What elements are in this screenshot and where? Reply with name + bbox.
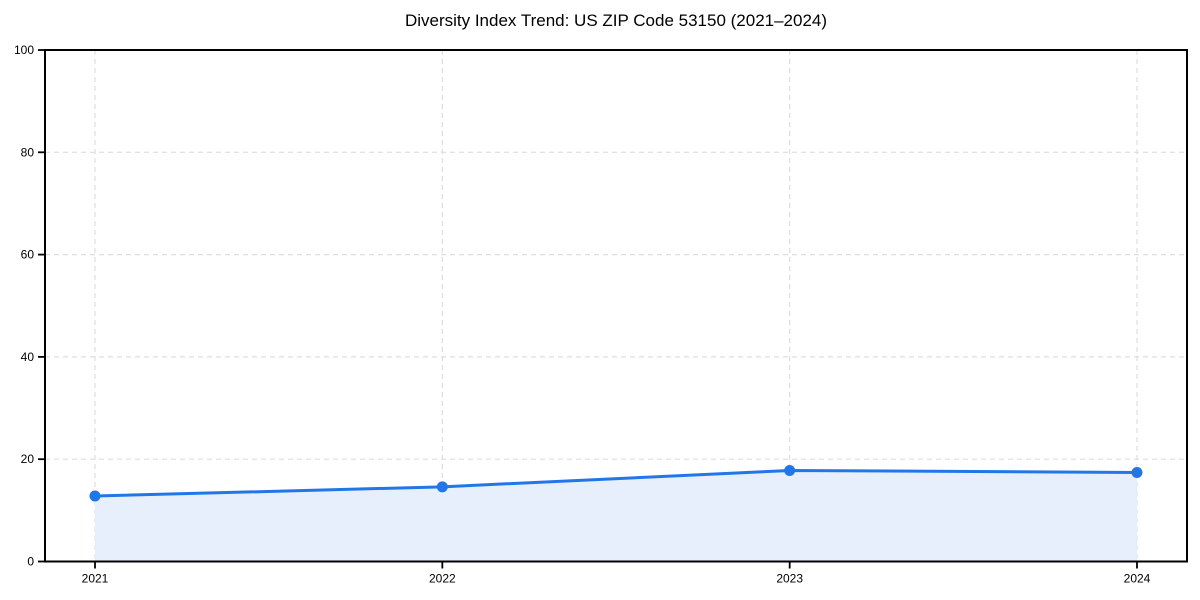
y-axis-tick-label: 100 [14,43,34,57]
x-axis-tick-label: 2022 [429,572,456,586]
plot-border [44,49,1188,563]
data-point-2022 [436,481,448,493]
y-axis-tick-label: 40 [21,350,35,364]
y-axis-tick-label: 0 [27,555,34,569]
x-axis-tick-label: 2021 [82,572,109,586]
y-axis-tick-label: 80 [21,145,35,159]
area-fill [95,470,1137,562]
data-point-2024 [1131,466,1143,478]
trend-line [93,468,1139,498]
data-point-2023 [784,464,796,476]
data-point-2021 [89,490,101,502]
y-axis-tick-label: 20 [21,452,35,466]
y-axis-tick-label: 60 [21,248,35,262]
x-axis-tick-label: 2023 [776,572,803,586]
x-axis-tick-label: 2024 [1124,572,1151,586]
chart-title: Diversity Index Trend: US ZIP Code 53150… [404,11,828,30]
